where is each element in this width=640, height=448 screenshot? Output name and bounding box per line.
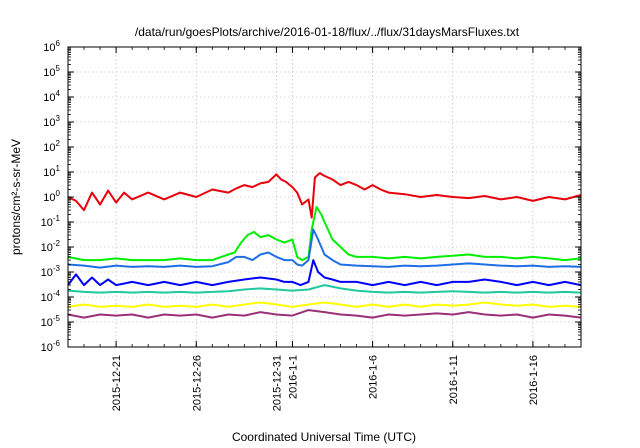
y-tick-base: 10 (43, 167, 55, 179)
y-tick-base: 10 (43, 192, 55, 204)
y-tick-label: 106 (43, 39, 60, 54)
y-tick-exponent: 6 (56, 39, 61, 48)
x-axis-label: Coordinated Universal Time (UTC) (232, 430, 416, 444)
chart-title: /data/run/goesPlots/archive/2016-01-18/f… (135, 25, 520, 39)
y-tick-base: 10 (43, 67, 55, 79)
y-tick-base: 10 (41, 267, 53, 279)
y-tick-exponent: 0 (56, 189, 61, 198)
y-tick-label: 10-1 (41, 214, 61, 229)
y-tick-label: 10-2 (41, 239, 61, 254)
y-tick-exponent: 3 (56, 114, 61, 123)
y-tick-label: 102 (43, 139, 60, 154)
y-axis: 10-610-510-410-310-210-11001011021031041… (41, 39, 581, 354)
y-tick-label: 104 (43, 89, 60, 104)
y-tick-exponent: -1 (53, 214, 61, 223)
x-tick-label: 2016-1-1 (287, 355, 299, 399)
y-tick-exponent: 5 (56, 64, 61, 73)
series-layer (67, 172, 582, 319)
y-tick-base: 10 (41, 317, 53, 329)
y-tick-base: 10 (41, 292, 53, 304)
y-tick-label: 101 (43, 164, 60, 179)
y-tick-label: 10-4 (41, 289, 61, 304)
y-tick-base: 10 (43, 142, 55, 154)
x-tick-label: 2016-1-11 (448, 355, 460, 404)
y-tick-label: 103 (43, 114, 60, 129)
series-line-1 (67, 172, 582, 219)
y-tick-base: 10 (41, 242, 53, 254)
y-tick-base: 10 (41, 342, 53, 354)
y-tick-exponent: 1 (56, 164, 61, 173)
y-tick-exponent: 2 (56, 139, 61, 148)
y-tick-label: 10-3 (41, 264, 61, 279)
y-tick-exponent: -5 (53, 314, 61, 323)
y-tick-exponent: -2 (53, 239, 61, 248)
y-tick-base: 10 (41, 217, 53, 229)
y-tick-base: 10 (43, 117, 55, 129)
x-tick-label: 2015-12-26 (191, 355, 203, 411)
series-line-4 (67, 259, 582, 287)
y-tick-label: 10-5 (41, 314, 61, 329)
y-tick-label: 100 (43, 189, 60, 204)
x-tick-label: 2015-12-31 (271, 355, 283, 411)
x-axis: 2015-12-21 2015-12-26 2015-12-31 2016-1-1 20… (67, 47, 582, 411)
y-tick-exponent: -3 (53, 264, 61, 273)
y-tick-exponent: -4 (53, 289, 61, 298)
series-line-5 (67, 284, 582, 294)
series-line-3 (67, 228, 582, 269)
y-axis-label: protons/cm²-s-sr-MeV (9, 139, 23, 255)
x-tick-label: 2016-1-6 (368, 355, 380, 399)
y-tick-exponent: 4 (56, 89, 61, 98)
x-tick-label: 2015-12-21 (111, 355, 123, 411)
x-tick-label: 2016-1-16 (528, 355, 540, 405)
y-tick-base: 10 (43, 92, 55, 104)
series-line-6 (67, 301, 582, 308)
series-line-7 (67, 309, 582, 319)
y-tick-exponent: -6 (53, 339, 61, 348)
y-tick-base: 10 (43, 42, 55, 54)
y-tick-label: 105 (43, 64, 60, 79)
y-tick-label: 10-6 (41, 339, 61, 354)
